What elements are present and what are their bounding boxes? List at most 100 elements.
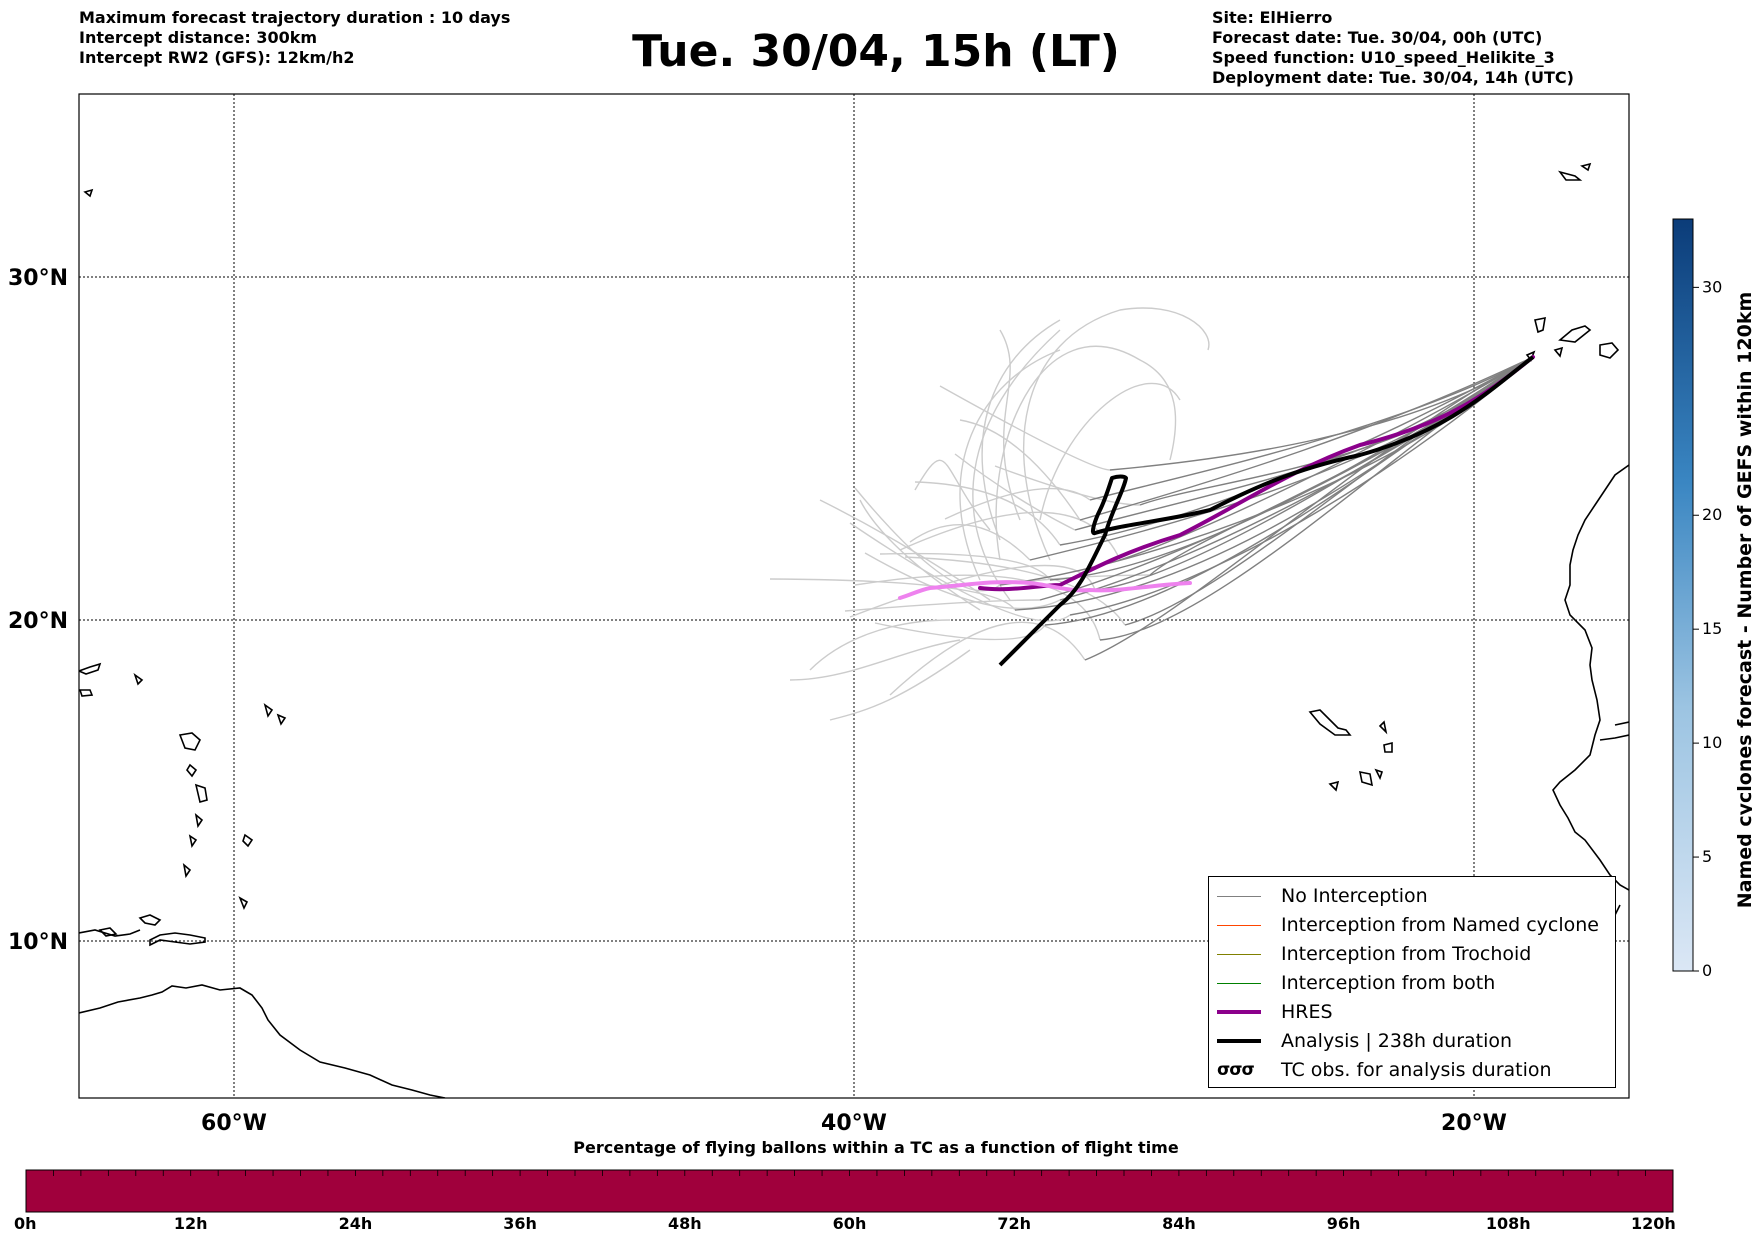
flight-time-tick-label: 96h	[1326, 1214, 1361, 1233]
flight-time-tick-label: 48h	[667, 1214, 702, 1233]
coast-island	[133, 672, 144, 686]
header-left: Maximum forecast trajectory duration : 1…	[79, 8, 510, 68]
coast-island	[194, 812, 204, 829]
ensemble-trajectory-late	[914, 481, 1061, 546]
ensemble-trajectories	[999, 356, 1534, 661]
coast-africa-detail	[1599, 734, 1629, 741]
header-right-line: Forecast date: Tue. 30/04, 00h (UTC)	[1212, 28, 1543, 47]
ensemble-trajectory-late	[1023, 307, 1210, 561]
coastlines	[79, 162, 1629, 1098]
flight-time-tick-label: 72h	[997, 1214, 1032, 1233]
coast-island	[194, 783, 208, 803]
coast-island	[182, 862, 192, 879]
coast-island	[79, 689, 94, 697]
ensemble-trajectory-late	[879, 552, 1051, 581]
coast-cape-verde	[1374, 768, 1384, 781]
hres-trajectory-late	[898, 580, 1192, 600]
legend-label: Interception from Named cyclone	[1281, 914, 1599, 936]
ensemble-trajectory-late	[859, 499, 981, 611]
ensemble-trajectory-late	[864, 552, 1061, 610]
ensemble-trajectory-late	[999, 329, 1021, 521]
ensemble-trajectory-late	[909, 524, 1031, 561]
coast-trinidad	[149, 932, 206, 947]
header-left-line: Maximum forecast trajectory duration : 1…	[79, 8, 511, 27]
tc-symbol-icon: σσσ	[1217, 1060, 1255, 1080]
coast-island	[83, 188, 94, 198]
coast-island	[276, 713, 287, 726]
legend-label: TC obs. for analysis duration	[1281, 1059, 1552, 1081]
ensemble-trajectory	[1089, 356, 1534, 501]
legend-item-analysis: Analysis | 238h duration	[1217, 1027, 1512, 1055]
legend: No Interception Interception from Named …	[1208, 876, 1616, 1088]
coast-canary	[1534, 316, 1546, 334]
legend-item-no-interception: No Interception	[1217, 882, 1428, 910]
lon-label-60w: 60°W	[201, 1111, 267, 1136]
ensemble-trajectory	[1079, 356, 1534, 521]
coast-island	[186, 763, 198, 778]
flight-time-tick-label: 24h	[338, 1214, 373, 1233]
lat-label-20n: 20°N	[8, 609, 68, 634]
lon-label-20w: 20°W	[1441, 1111, 1507, 1136]
coast-canary	[1599, 342, 1620, 359]
ensemble-trajectory-late	[954, 453, 1076, 531]
lon-label-40w: 40°W	[821, 1111, 887, 1136]
flight-time-tick-label: 0h	[14, 1214, 37, 1233]
cb-tick-label: 20	[1702, 505, 1722, 524]
ensemble-trajectory	[1084, 356, 1534, 661]
coast-island	[178, 732, 201, 751]
legend-item-trochoid: Interception from Trochoid	[1217, 940, 1531, 968]
cyclone-colorbar-ticks: 0 5 10 15 20 30	[1693, 277, 1722, 980]
flight-time-colorbar-title: Percentage of flying ballons within a TC…	[573, 1138, 1179, 1157]
flight-time-tick-label: 84h	[1162, 1214, 1196, 1233]
ensemble-trajectory-late	[959, 419, 1081, 521]
legend-swatch	[1217, 982, 1261, 984]
coast-island	[263, 703, 274, 718]
legend-swatch	[1217, 1010, 1261, 1014]
cb-tick-label: 30	[1702, 277, 1722, 296]
flight-time-tick-label: 120h	[1631, 1214, 1676, 1233]
ensemble-trajectory-late	[995, 345, 1177, 561]
coast-island-arc	[79, 929, 141, 937]
flight-time-colorbar-ticks	[25, 1170, 1674, 1176]
ensemble-trajectory-late	[844, 599, 1041, 612]
flight-time-tick-label: 36h	[503, 1214, 537, 1233]
ensemble-trajectory-late	[959, 349, 1061, 581]
header-right-line: Deployment date: Tue. 30/04, 14h (UTC)	[1212, 68, 1574, 87]
coast-africa	[1552, 464, 1629, 891]
ensemble-trajectory-late	[981, 319, 1061, 541]
legend-item-named-cyclone: Interception from Named cyclone	[1217, 911, 1599, 939]
header-right-line: Speed function: U10_speed_Helikite_3	[1212, 48, 1555, 67]
ensemble-trajectory-late	[939, 385, 1111, 471]
flight-time-colorbar	[25, 1169, 1674, 1213]
cb-tick-label: 10	[1702, 733, 1722, 752]
coast-cape-verde	[1328, 780, 1340, 792]
ensemble-trajectory-late	[994, 465, 1141, 506]
analysis-trajectory-line	[998, 355, 1535, 667]
ensemble-trajectory-late	[874, 622, 1046, 641]
coast-madeira	[1580, 162, 1592, 172]
ensemble-trajectory-late	[849, 522, 1071, 622]
ensemble-trajectory	[1124, 356, 1534, 626]
legend-swatch	[1217, 953, 1261, 955]
legend-swatch	[1217, 924, 1261, 926]
coast-island	[238, 896, 249, 910]
coast-south-america	[79, 984, 446, 1098]
ensemble-trajectory-late	[914, 459, 991, 531]
lat-label-10n: 10°N	[8, 930, 68, 955]
lat-label-30n: 30°N	[8, 266, 68, 291]
legend-label: Analysis | 238h duration	[1281, 1030, 1513, 1052]
legend-swatch	[1217, 895, 1261, 897]
legend-label: HRES	[1281, 1001, 1333, 1023]
analysis-trajectory	[998, 355, 1535, 667]
header-left-line: Intercept distance: 300km	[79, 28, 318, 47]
coast-cape-verde	[1378, 720, 1388, 735]
ensemble-trajectory-late	[1039, 382, 1181, 521]
cyclone-colorbar	[1672, 218, 1694, 972]
legend-label: Interception from Trochoid	[1281, 943, 1532, 965]
page-title: Tue. 30/04, 15h (LT)	[632, 26, 1120, 77]
header-left-line: Intercept RW2 (GFS): 12km/h2	[79, 48, 355, 67]
ensemble-trajectory-late	[809, 619, 951, 671]
legend-label: Interception from both	[1281, 972, 1496, 994]
legend-item-tc-obs: σσσ TC obs. for analysis duration	[1217, 1056, 1552, 1084]
cb-tick-label: 0	[1702, 961, 1712, 980]
